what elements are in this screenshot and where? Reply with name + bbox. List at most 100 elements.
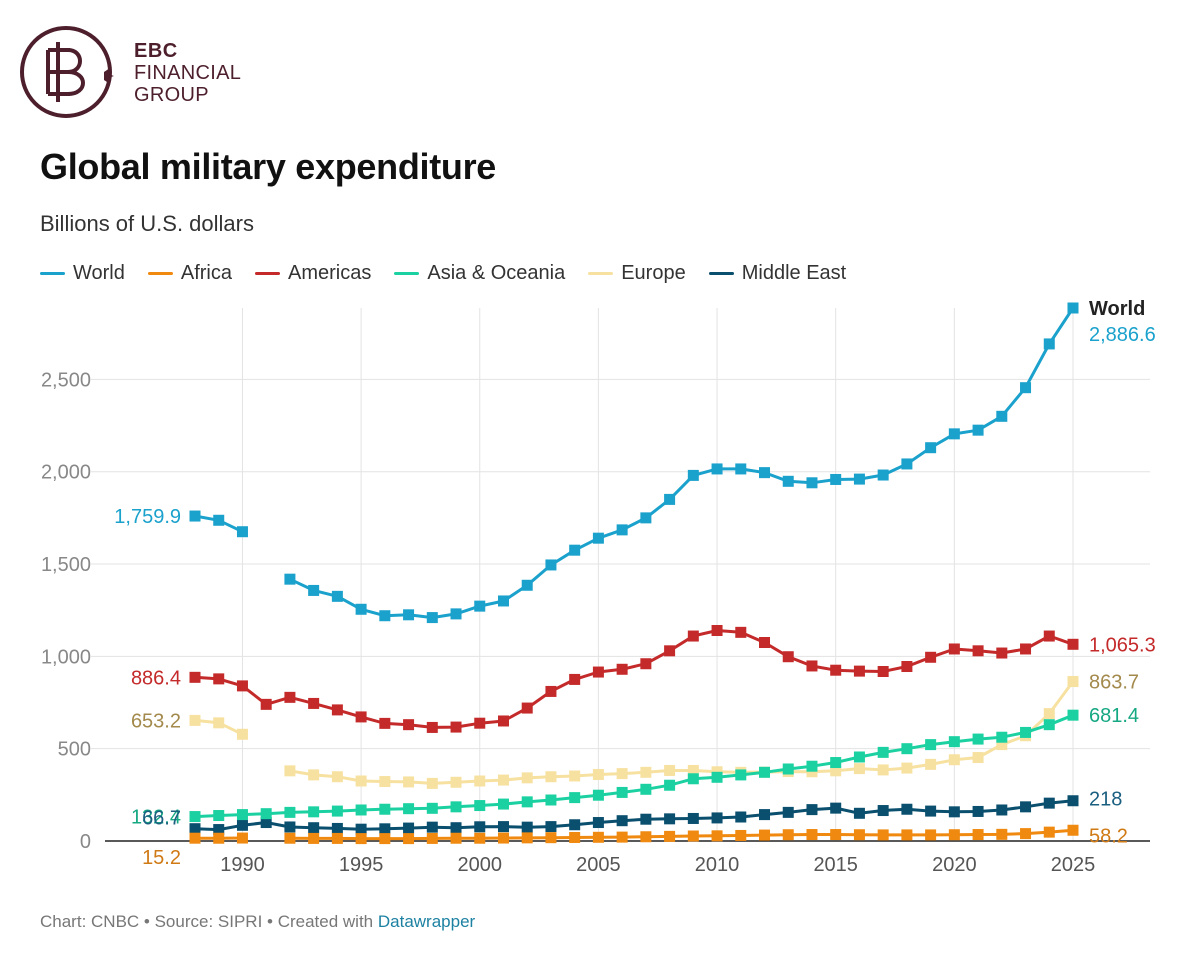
data-point-asia-oceania — [213, 810, 225, 822]
data-point-asia-oceania — [759, 766, 771, 778]
data-point-asia-oceania — [853, 751, 865, 763]
data-point-americas — [189, 671, 201, 683]
data-point-middle-east — [545, 821, 557, 833]
legend-label: Asia & Oceania — [427, 262, 566, 284]
data-point-africa — [450, 832, 462, 844]
data-point-asia-oceania — [426, 802, 438, 814]
data-point-asia-oceania — [545, 794, 557, 806]
datawrapper-link[interactable]: Datawrapper — [377, 912, 476, 931]
data-point-africa — [426, 832, 438, 844]
data-point-americas — [877, 665, 889, 677]
data-point-middle-east — [664, 813, 676, 825]
start-label-africa: 15.2 — [142, 847, 181, 869]
data-point-asia-oceania — [735, 769, 747, 781]
data-point-americas — [403, 719, 415, 731]
data-point-americas — [925, 651, 937, 663]
data-point-africa — [1020, 828, 1032, 840]
data-point-asia-oceania — [830, 757, 842, 769]
data-point-americas — [759, 637, 771, 649]
data-point-americas — [450, 721, 462, 733]
data-point-middle-east — [355, 823, 367, 835]
data-point-middle-east — [1067, 795, 1079, 807]
data-point-middle-east — [711, 812, 723, 824]
data-point-africa — [830, 829, 842, 841]
series-line-europe — [289, 680, 1075, 785]
data-point-middle-east — [213, 824, 225, 836]
data-point-asia-oceania — [236, 809, 248, 821]
start-label-asia-oceania: 132.4 — [131, 807, 181, 829]
data-point-americas — [996, 647, 1008, 659]
data-point-asia-oceania — [972, 733, 984, 745]
data-point-world — [782, 475, 794, 487]
data-point-americas — [640, 658, 652, 670]
data-point-middle-east — [308, 822, 320, 834]
data-point-americas — [497, 715, 509, 727]
data-point-middle-east — [1043, 797, 1055, 809]
data-point-americas — [853, 665, 865, 677]
data-point-middle-east — [474, 821, 486, 833]
x-tick-label: 2020 — [932, 854, 977, 876]
data-point-middle-east — [996, 804, 1008, 816]
x-tick-label: 2015 — [813, 854, 858, 876]
x-tick-label: 2000 — [458, 854, 503, 876]
y-tick-label: 1,000 — [41, 646, 91, 668]
data-point-americas — [972, 645, 984, 657]
data-point-world — [284, 573, 296, 585]
data-point-europe — [996, 739, 1008, 751]
y-tick-label: 1,500 — [41, 554, 91, 576]
data-point-americas — [592, 666, 604, 678]
x-tick-label: 2010 — [695, 854, 740, 876]
data-point-americas — [545, 685, 557, 697]
x-tick-label: 1995 — [339, 854, 384, 876]
x-tick-label: 2025 — [1051, 854, 1096, 876]
y-tick-label: 0 — [80, 831, 91, 853]
data-point-europe — [1043, 708, 1055, 720]
data-point-asia-oceania — [450, 801, 462, 813]
data-point-africa — [806, 829, 818, 841]
data-point-world — [379, 610, 391, 622]
legend-swatch — [394, 272, 420, 275]
data-point-world — [877, 469, 889, 481]
data-point-asia-oceania — [284, 806, 296, 818]
data-point-europe — [236, 728, 248, 740]
start-label-middle-east: 66.7 — [142, 808, 181, 830]
data-point-africa — [711, 830, 723, 842]
data-point-world — [426, 612, 438, 624]
end-label-americas: 1,065.3 — [1089, 634, 1156, 656]
chart-legend: World Africa Americas Asia & Oceania Europe M… — [40, 262, 869, 285]
data-point-asia-oceania — [189, 811, 201, 823]
data-point-middle-east — [830, 802, 842, 814]
data-point-europe — [403, 776, 415, 788]
data-point-asia-oceania — [996, 731, 1008, 743]
data-point-europe — [355, 775, 367, 787]
data-point-americas — [308, 697, 320, 709]
data-point-europe — [213, 717, 225, 729]
data-point-asia-oceania — [260, 808, 272, 820]
data-point-americas — [569, 673, 581, 685]
data-point-middle-east — [592, 817, 604, 829]
data-point-world — [996, 410, 1008, 422]
data-point-africa — [236, 832, 248, 844]
brand-line-2: FINANCIAL — [134, 62, 242, 84]
data-point-asia-oceania — [474, 800, 486, 812]
data-point-asia-oceania — [308, 806, 320, 818]
data-point-europe — [664, 764, 676, 776]
data-point-world — [616, 524, 628, 536]
data-point-asia-oceania — [521, 796, 533, 808]
data-point-europe — [901, 762, 913, 774]
data-point-africa — [735, 829, 747, 841]
data-point-world — [213, 514, 225, 526]
series-line-americas — [194, 629, 1074, 729]
data-point-world — [308, 584, 320, 596]
data-point-world — [925, 442, 937, 454]
data-point-asia-oceania — [355, 804, 367, 816]
data-point-europe — [474, 775, 486, 787]
data-point-world — [545, 559, 557, 571]
data-point-europe — [592, 769, 604, 781]
data-point-americas — [664, 645, 676, 657]
data-point-africa — [497, 832, 509, 844]
data-point-middle-east — [782, 806, 794, 818]
data-point-world — [735, 463, 747, 475]
data-point-americas — [1043, 630, 1055, 642]
data-point-middle-east — [236, 819, 248, 831]
